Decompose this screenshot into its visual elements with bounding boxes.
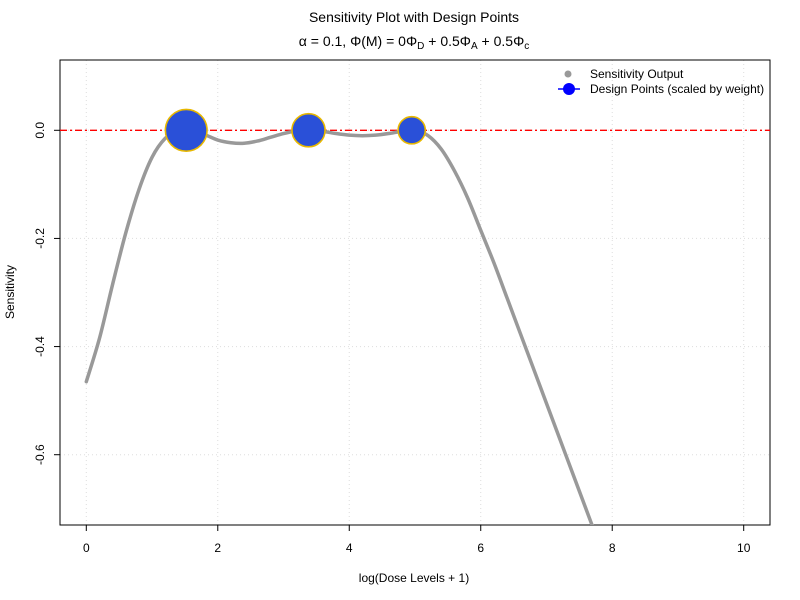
legend-marker-sensitivity [564, 70, 572, 78]
subtitle-phi-a: Φ [460, 33, 471, 49]
legend-label-sensitivity: Sensitivity Output [590, 67, 684, 81]
design-points [164, 108, 427, 152]
x-tick-label: 8 [609, 541, 616, 555]
subtitle-phi: Φ [350, 33, 361, 49]
subtitle-plus1: + 0.5 [424, 33, 460, 49]
chart-title: Sensitivity Plot with Design Points [309, 9, 519, 25]
y-tick-label: -0.6 [33, 444, 47, 465]
chart-subtitle: α = 0.1, Φ(M) = 0ΦD + 0.5ΦA + 0.5Φc [299, 33, 529, 52]
x-tick-label: 10 [737, 541, 751, 555]
design-point [164, 108, 208, 152]
subtitle-sub-a: A [471, 41, 478, 52]
subtitle-alpha-text: = 0.1, [307, 33, 350, 49]
subtitle-alpha: α [299, 33, 307, 49]
subtitle-m: (M) = 0 [361, 33, 406, 49]
y-tick-label: -0.4 [33, 336, 47, 357]
design-point [397, 115, 427, 145]
design-point [291, 112, 326, 148]
y-axis: 0.0 -0.2 -0.4 -0.6 [33, 122, 61, 465]
x-axis-label: log(Dose Levels + 1) [359, 571, 469, 585]
legend-marker-design [563, 83, 575, 95]
x-tick-label: 2 [214, 541, 221, 555]
y-axis-label: Sensitivity [3, 265, 17, 319]
x-tick-label: 6 [477, 541, 484, 555]
subtitle-sub-d: D [417, 41, 424, 52]
legend-label-design: Design Points (scaled by weight) [590, 82, 764, 96]
sensitivity-output-line [84, 128, 594, 525]
x-tick-label: 0 [83, 541, 90, 555]
x-tick-label: 4 [346, 541, 353, 555]
subtitle-sub-c: c [524, 41, 529, 52]
grid-lines [60, 60, 770, 525]
y-tick-label: 0.0 [33, 122, 47, 139]
legend: Sensitivity Output Design Points (scaled… [558, 67, 764, 96]
y-tick-label: -0.2 [33, 228, 47, 249]
subtitle-phi-d: Φ [406, 33, 417, 49]
subtitle-plus2: + 0.5 [478, 33, 514, 49]
subtitle-phi-c: Φ [513, 33, 524, 49]
x-axis: 0 2 4 6 8 10 [83, 524, 751, 555]
